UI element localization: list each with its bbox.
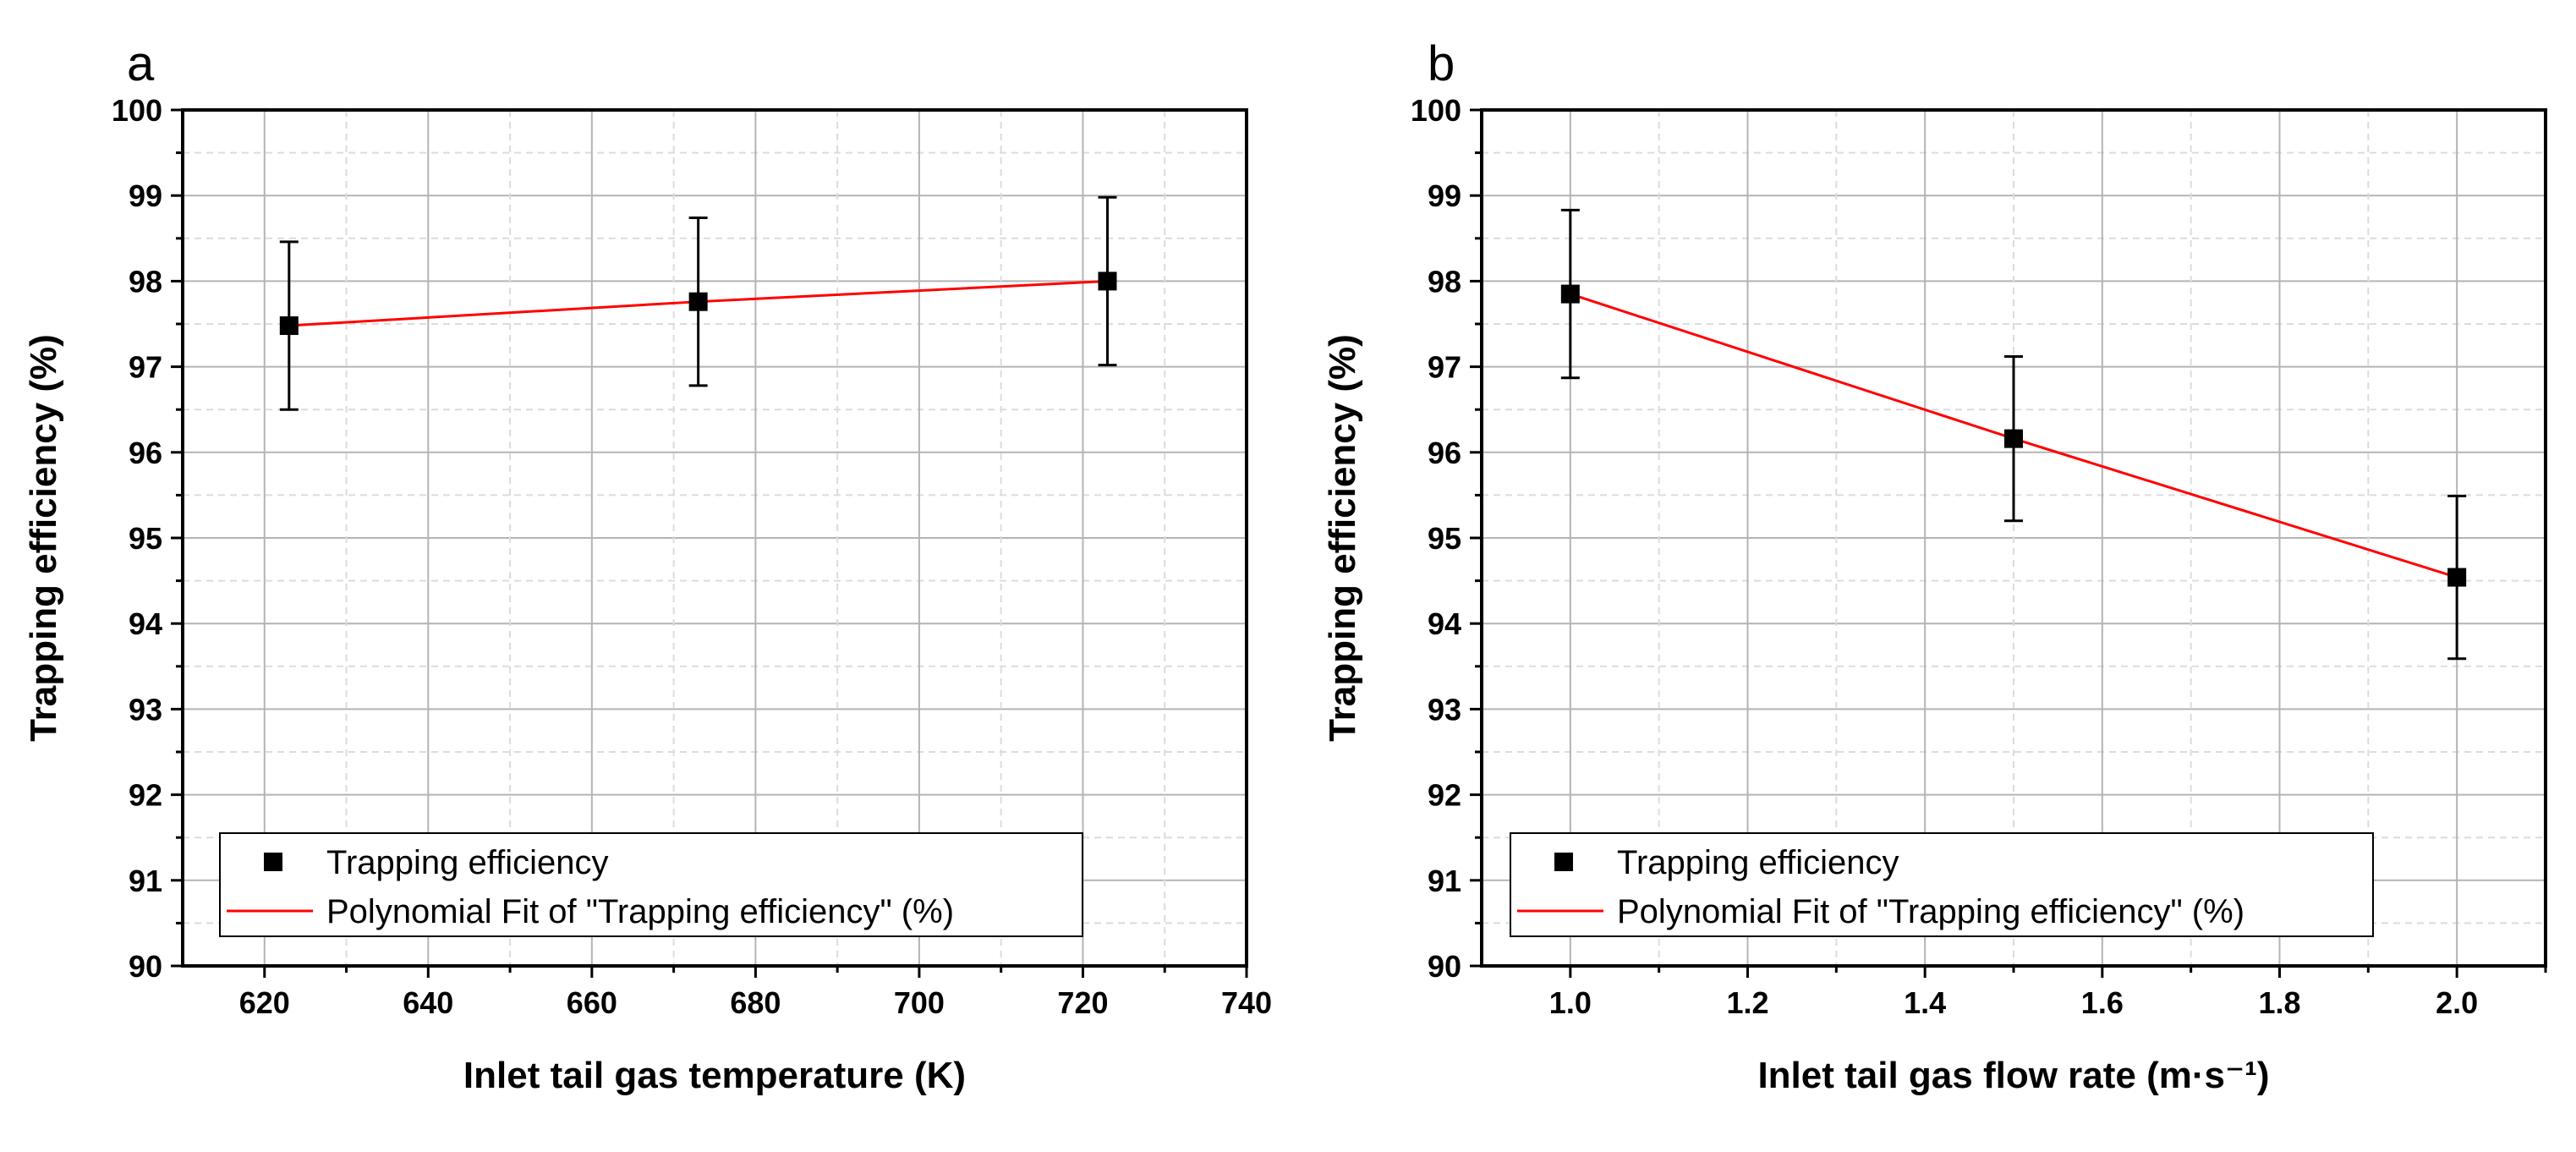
x-tick-label: 1.4: [1904, 985, 1946, 1020]
y-tick-label: 92: [1428, 778, 1461, 813]
panel-a-points: [279, 272, 1117, 336]
panel-b-x-tick-labels: 1.0 1.2 1.4 1.6 1.8 2.0: [1549, 985, 2478, 1020]
panel-a-legend: Trapping efficiency Polynomial Fit of "T…: [219, 832, 1083, 937]
y-tick-label: 97: [129, 350, 162, 385]
y-tick-label: 94: [1428, 606, 1461, 641]
x-tick-label: 620: [239, 985, 290, 1020]
x-tick-label: 660: [567, 985, 617, 1020]
x-tick-label: 740: [1221, 985, 1272, 1020]
x-tick-label: 720: [1057, 985, 1108, 1020]
y-tick-label: 94: [129, 606, 162, 641]
x-tick-label: 1.0: [1549, 985, 1592, 1020]
x-tick-label: 2.0: [2436, 985, 2478, 1020]
panel-b-legend-square-marker: [1554, 853, 1573, 871]
panel-a-ticks: [171, 108, 1248, 978]
y-tick-label: 100: [112, 93, 162, 128]
data-point-square: [2004, 429, 2023, 448]
y-tick-label: 96: [1428, 436, 1461, 470]
panel-a-letter: a: [127, 36, 155, 91]
data-point-square: [2447, 568, 2467, 587]
data-point-square: [688, 292, 708, 311]
data-point-square: [279, 316, 299, 336]
panel-a-legend-label-fit: Polynomial Fit of "Trapping efficiency" …: [326, 893, 954, 930]
y-tick-label: 99: [1428, 178, 1461, 213]
panel-b-letter: b: [1428, 36, 1455, 91]
y-tick-label: 97: [1428, 350, 1461, 385]
y-tick-label: 95: [1428, 521, 1461, 556]
x-tick-label: 640: [403, 985, 453, 1020]
y-tick-label: 92: [129, 778, 162, 813]
panel-a-y-axis-title: Trapping efficiency (%): [23, 334, 64, 742]
x-tick-label: 1.6: [2081, 985, 2124, 1020]
y-tick-label: 95: [129, 521, 162, 556]
panel-a: 620 640 660 680 700 720 740 90 91 92 93 94 95 96 97 98…: [23, 36, 1272, 1096]
y-tick-label: 98: [129, 264, 162, 299]
data-point-square: [1560, 284, 1580, 304]
x-tick-label: 1.8: [2258, 985, 2300, 1020]
panel-b-y-tick-labels: 90 91 92 93 94 95 96 97 98 99 100: [1411, 93, 1461, 984]
y-tick-label: 90: [1428, 949, 1461, 984]
panel-b-y-axis-title: Trapping efficiency (%): [1322, 334, 1363, 742]
panel-b: 1.0 1.2 1.4 1.6 1.8 2.0 90 91 92 93 94 95 96 97 98 99 1…: [1322, 36, 2547, 1096]
y-tick-label: 100: [1411, 93, 1461, 128]
y-tick-label: 96: [129, 436, 162, 470]
x-tick-label: 680: [730, 985, 781, 1020]
y-tick-label: 98: [1428, 264, 1461, 299]
panel-a-legend-box: [219, 832, 1083, 937]
panel-b-points: [1560, 284, 2467, 587]
y-tick-label: 93: [1428, 692, 1461, 727]
panel-b-legend-box: [1510, 832, 2374, 937]
data-point-square: [1098, 272, 1117, 291]
x-tick-label: 700: [894, 985, 945, 1020]
y-tick-label: 91: [129, 864, 162, 898]
panel-b-ticks: [1470, 108, 2547, 978]
panel-a-x-axis-title: Inlet tail gas temperature (K): [463, 1055, 966, 1096]
y-tick-label: 91: [1428, 864, 1461, 898]
panel-b-legend-label-points: Trapping efficiency: [1617, 844, 1899, 881]
panel-a-legend-label-points: Trapping efficiency: [326, 844, 609, 881]
panel-b-legend: Trapping efficiency Polynomial Fit of "T…: [1510, 832, 2374, 937]
panel-a-legend-square-marker: [264, 853, 282, 871]
y-tick-label: 93: [129, 692, 162, 727]
panel-b-x-axis-title: Inlet tail gas flow rate (m·s⁻¹): [1757, 1055, 2269, 1096]
y-tick-label: 90: [129, 949, 162, 984]
panel-b-grid: [1482, 109, 2546, 967]
panel-a-y-tick-labels: 90 91 92 93 94 95 96 97 98 99 100: [112, 93, 162, 984]
y-tick-label: 99: [129, 178, 162, 213]
x-tick-label: 1.2: [1726, 985, 1768, 1020]
panel-a-x-tick-labels: 620 640 660 680 700 720 740: [239, 985, 1272, 1020]
panel-b-legend-label-fit: Polynomial Fit of "Trapping efficiency" …: [1617, 893, 2244, 930]
